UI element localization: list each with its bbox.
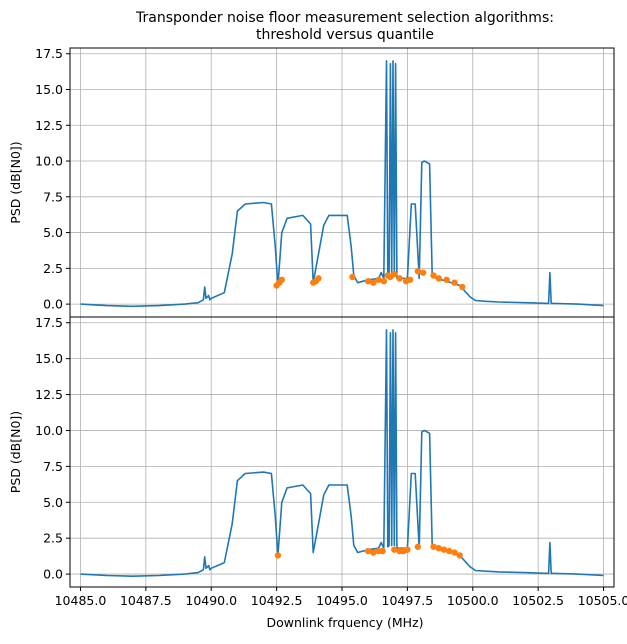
spectrum-line: [80, 60, 604, 308]
x-tick-label: 10495.0: [316, 593, 368, 608]
x-tick-label: 10497.5: [382, 593, 434, 608]
selected-point: [380, 278, 388, 285]
panels-group: 0.0 2.5 5.0 7.5 10.0 12.5 15.0 17.5 PSD (dB[N0])…: [8, 46, 627, 608]
selected-point: [451, 549, 458, 556]
selected-point: [278, 276, 286, 283]
y-tick-label: 12.5: [35, 118, 63, 133]
y-tick-label: 7.5: [43, 189, 63, 204]
y-tick-label: 7.5: [43, 459, 63, 474]
selected-point: [349, 273, 356, 281]
selected-point: [406, 276, 414, 283]
y-tick-label: 15.0: [35, 351, 63, 366]
selected-point: [451, 279, 458, 286]
y-tick-label: 2.5: [43, 531, 63, 546]
selected-point: [391, 546, 398, 553]
y-tick-label: 12.5: [35, 387, 63, 402]
selected-point: [456, 552, 463, 559]
x-tick-label: 10500.0: [447, 593, 499, 608]
y-tick-label: 0.0: [43, 297, 63, 312]
selected-point: [446, 547, 453, 555]
x-tick-label: 10490.0: [185, 593, 237, 608]
selected-point: [435, 275, 442, 282]
x-tick-label: 10485.0: [55, 593, 107, 608]
y-tick-label: 5.0: [43, 225, 63, 240]
selected-point: [443, 276, 450, 283]
x-tick-label: 10487.5: [120, 593, 172, 608]
selected-point: [379, 547, 386, 555]
x-tick-label: 10502.5: [512, 593, 564, 608]
x-tick-label: 10492.5: [251, 593, 303, 608]
selected-point: [414, 268, 422, 275]
y-tick-label: 5.0: [43, 495, 63, 510]
x-tick-label: 10505.0: [578, 593, 627, 608]
y-tick-label: 10.0: [35, 154, 63, 169]
y-tick-label: 10.0: [35, 423, 63, 438]
y-axis-label: PSD (dB[N0]): [8, 141, 23, 223]
selected-point: [404, 546, 411, 553]
selected-point: [391, 270, 398, 278]
selected-point: [396, 275, 403, 282]
y-tick-label: 0.0: [43, 567, 63, 582]
selected-point: [414, 543, 422, 550]
y-tick-label: 15.0: [35, 82, 63, 97]
selected-point: [459, 283, 466, 291]
panel-quantile: 0.0 2.5 5.0 7.5 10.0 12.5 15.0 17.5 PSD (dB[N0])…: [8, 315, 627, 608]
selected-point: [364, 547, 372, 555]
selected-point: [435, 545, 442, 552]
selected-point: [419, 269, 427, 276]
selected-point: [375, 276, 382, 283]
selected-point: [274, 552, 282, 559]
selected-point: [364, 278, 372, 285]
selected-point: [440, 546, 448, 553]
selected-point: [430, 272, 437, 279]
selected-point: [430, 543, 437, 550]
y-axis-label: PSD (dB[N0]): [8, 411, 23, 493]
y-tick-label: 17.5: [35, 315, 63, 330]
chart-subtitle: threshold versus quantile: [256, 27, 434, 43]
spectrum-line: [80, 329, 604, 578]
selected-point: [370, 279, 377, 286]
y-tick-label: 17.5: [35, 46, 63, 61]
chart-title: Transponder noise floor measurement sele…: [135, 10, 554, 26]
y-tick-label: 2.5: [43, 261, 63, 276]
x-axis-label: Downlink frquency (MHz): [266, 615, 423, 630]
selected-point: [315, 275, 322, 282]
selected-point: [370, 549, 377, 556]
panel-threshold: 0.0 2.5 5.0 7.5 10.0 12.5 15.0 17.5 PSD (dB[N0]): [8, 46, 615, 318]
